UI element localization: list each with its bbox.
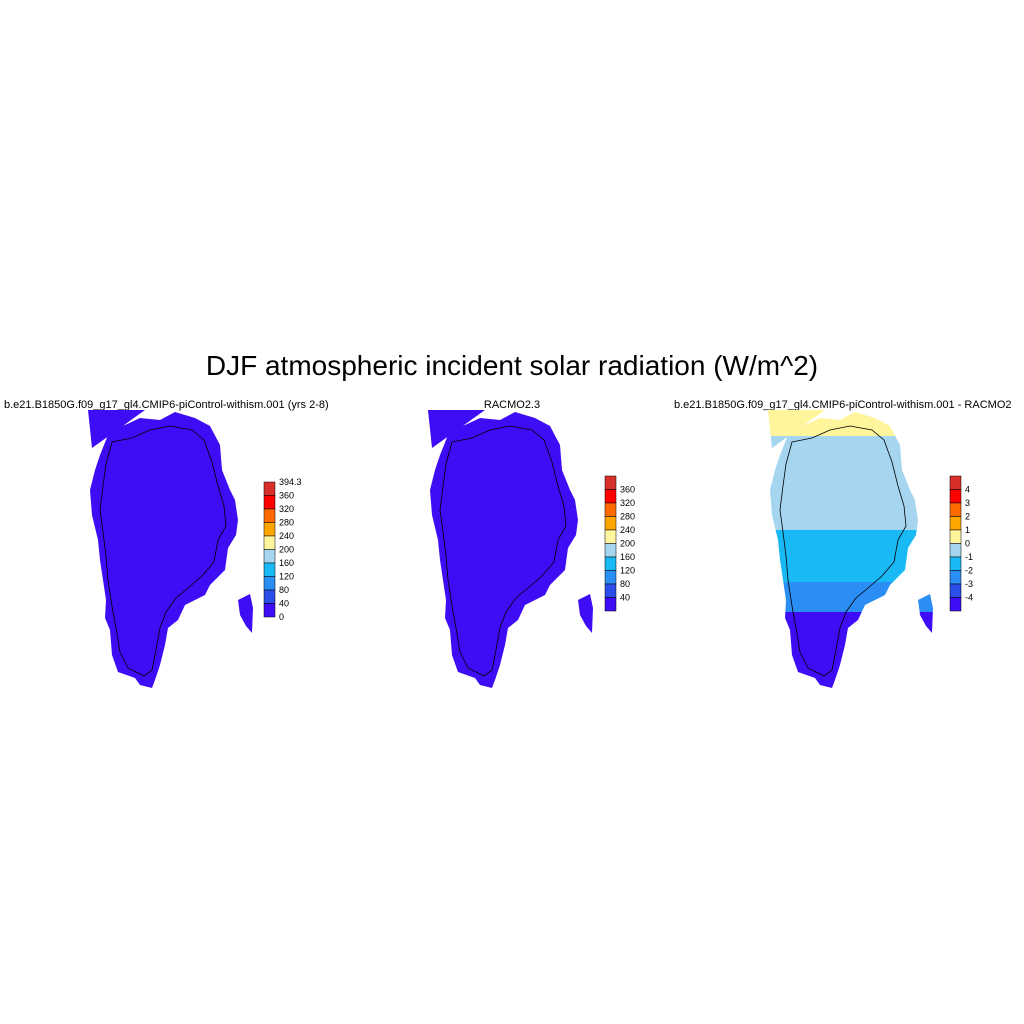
colorbar-tick-label: 360 (620, 485, 635, 495)
coastline (439, 425, 567, 677)
figure-title: DJF atmospheric incident solar radiation… (205, 350, 819, 381)
colorbar-swatch (949, 516, 962, 531)
colorbar-swatch (263, 576, 276, 591)
colorbar-tick-label: 4 (965, 485, 970, 495)
colorbar-tick-label: 200 (279, 545, 294, 555)
panel-3-title: b.e21.B1850G.f09_g17_gl4.CMIP6-piControl… (674, 399, 1012, 411)
panel-1-map (88, 410, 253, 688)
colorbar-swatch (604, 597, 617, 612)
colorbar-tick-label: 280 (620, 512, 635, 522)
colorbar-tick-label: 3 (965, 498, 970, 508)
colorbar-swatch (604, 570, 617, 585)
colorbar-swatch (949, 597, 962, 612)
colorbar-swatch (949, 502, 962, 517)
colorbar-swatch (949, 543, 962, 558)
colorbar-swatch (604, 475, 617, 490)
panel-2-map (428, 410, 593, 688)
colorbar-tick-label: 80 (279, 585, 289, 595)
colorbar-swatch (949, 583, 962, 598)
colorbar-swatch (263, 562, 276, 577)
colorbar-tick-label: -1 (965, 552, 973, 562)
colorbar-swatch (604, 502, 617, 517)
colorbar-swatch (263, 603, 276, 618)
colorbar-tick-label: 1 (965, 525, 970, 535)
colorbar-swatch (263, 549, 276, 564)
colorbar-tick-label: 2 (965, 512, 970, 522)
colorbar-tick-label: 80 (620, 579, 630, 589)
colorbar-swatch (604, 489, 617, 504)
colorbar-swatch (263, 481, 276, 496)
diff-band-mid-south (768, 582, 933, 612)
colorbar-swatch (604, 543, 617, 558)
colorbar-tick-label: -3 (965, 579, 973, 589)
diff-band-mid-north (768, 436, 933, 530)
colorbar-swatch (263, 508, 276, 523)
colorbar-tick-label: 320 (620, 498, 635, 508)
colorbar-swatch (949, 556, 962, 571)
colorbar-swatch (263, 522, 276, 537)
colorbar-tick-label: 120 (279, 572, 294, 582)
colorbar-swatch (263, 495, 276, 510)
coastline (779, 425, 907, 677)
iceland-fragment (578, 594, 593, 633)
colorbar-tick-label: 0 (279, 612, 284, 622)
colorbar-tick-label: 40 (620, 593, 630, 603)
colorbar-tick-label: 240 (279, 531, 294, 541)
colorbar-tick-label: 120 (620, 566, 635, 576)
iceland-fragment (238, 594, 253, 633)
colorbar-swatch (604, 583, 617, 598)
diff-band-south (768, 612, 933, 688)
colorbar-swatch (949, 570, 962, 585)
colorbar-tick-label: 40 (279, 599, 289, 609)
colorbar-swatch (263, 535, 276, 550)
colorbar-tick-label: 320 (279, 504, 294, 514)
colorbar-tick-label: 160 (279, 558, 294, 568)
colorbar-tick-label: 280 (279, 518, 294, 528)
colorbar-tick-label: 394.3 (279, 477, 302, 487)
panel-1-title: b.e21.B1850G.f09_g17_gl4.CMIP6-piControl… (4, 399, 329, 411)
colorbar-3: 4 3 2 1 0 -1 -2 -3 -4 (949, 475, 973, 612)
diff-band-mid (768, 530, 933, 582)
colorbar-swatch (949, 529, 962, 544)
colorbar-swatch (604, 516, 617, 531)
panel-2-title: RACMO2.3 (483, 399, 541, 411)
colorbar-swatch (263, 589, 276, 604)
diff-band-north (768, 410, 933, 436)
colorbar-swatch (949, 475, 962, 490)
colorbar-tick-label: 0 (965, 539, 970, 549)
colorbar-swatch (949, 489, 962, 504)
colorbar-swatch (604, 529, 617, 544)
colorbar-1: 394.3 360 320 280 240 200 160 120 80 40 0 (263, 477, 302, 622)
colorbar-tick-label: 240 (620, 525, 635, 535)
colorbar-tick-label: 160 (620, 552, 635, 562)
colorbar-tick-label: -4 (965, 593, 973, 603)
colorbar-tick-label: 360 (279, 491, 294, 501)
colorbar-2: 360 320 280 240 200 160 120 80 40 (604, 475, 635, 612)
colorbar-tick-label: 200 (620, 539, 635, 549)
colorbar-swatch (604, 556, 617, 571)
panel-3-map (768, 410, 933, 688)
coastline (99, 425, 227, 677)
colorbar-tick-label: -2 (965, 566, 973, 576)
